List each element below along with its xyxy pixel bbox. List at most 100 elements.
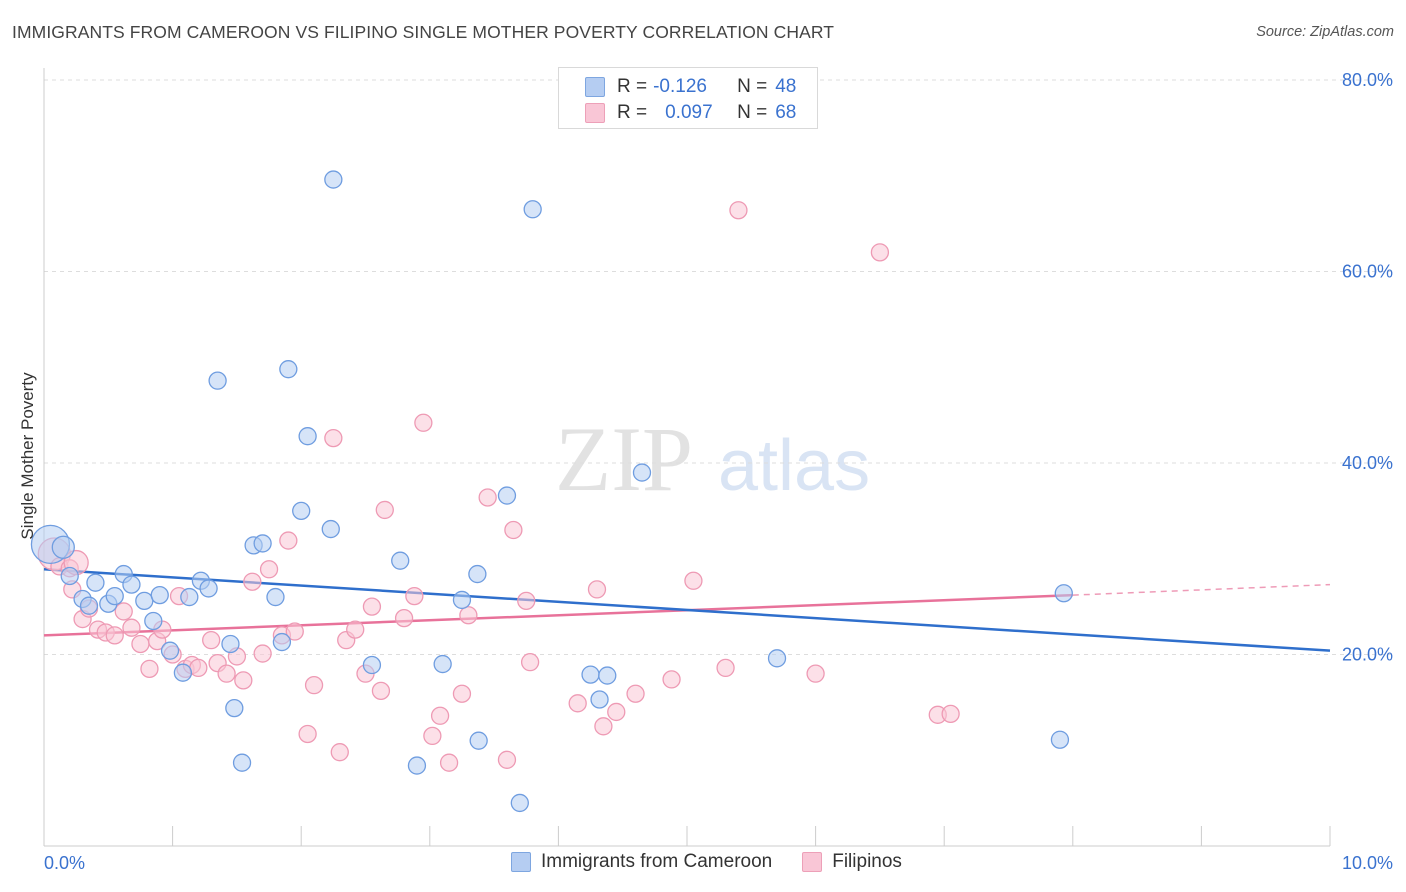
filipinos-point bbox=[478, 488, 497, 507]
cameroon-point bbox=[208, 371, 227, 390]
filipinos-point bbox=[114, 602, 133, 621]
filipinos-point bbox=[430, 706, 450, 725]
chart-title: IMMIGRANTS FROM CAMEROON VS FILIPINO SIN… bbox=[12, 22, 835, 42]
filipinos-point bbox=[202, 630, 221, 650]
filipinos-point bbox=[298, 724, 317, 744]
filipinos-point bbox=[452, 684, 472, 703]
cameroon-point bbox=[180, 587, 199, 607]
y-tick-label: 40.0% bbox=[1342, 453, 1393, 473]
filipinos-point bbox=[684, 571, 703, 590]
cameroon-point bbox=[160, 641, 180, 660]
legend-row-filipinos: R = 0.097 N = 68 bbox=[585, 101, 796, 125]
filipinos-point bbox=[729, 201, 748, 220]
filipinos-point bbox=[243, 572, 262, 591]
filipinos-point bbox=[375, 500, 394, 520]
filipinos-point bbox=[405, 586, 424, 606]
cameroon-point bbox=[362, 655, 382, 675]
legend-n-value: 48 bbox=[775, 76, 797, 97]
filipinos-point bbox=[504, 520, 523, 540]
cameroon-point bbox=[590, 690, 609, 709]
filipinos-point bbox=[497, 750, 517, 769]
cameroon-point bbox=[144, 611, 163, 631]
legend-n-value: 68 bbox=[775, 102, 797, 123]
cameroon-point bbox=[632, 463, 652, 482]
cameroon-point bbox=[279, 360, 298, 379]
filipinos-point bbox=[587, 580, 607, 599]
x-tick-label: 10.0% bbox=[1342, 853, 1393, 873]
filipinos-point bbox=[626, 684, 645, 703]
legend-row-cameroon: R = -0.126 N = 48 bbox=[585, 75, 796, 99]
filipinos-point bbox=[394, 608, 414, 628]
y-tick-label: 60.0% bbox=[1342, 262, 1393, 282]
filipinos-point bbox=[662, 670, 681, 689]
filipinos-point bbox=[122, 618, 141, 637]
cameroon-point bbox=[253, 534, 272, 553]
cameroon-point bbox=[581, 665, 600, 684]
cameroon-point bbox=[173, 663, 193, 682]
filipinos-trend-line bbox=[43, 593, 1073, 637]
series-legend: Immigrants from Cameroon Filipinos bbox=[511, 851, 932, 873]
filipinos-point bbox=[285, 622, 304, 641]
series-swatch-blue bbox=[511, 852, 531, 872]
cameroon-point bbox=[497, 486, 517, 505]
filipinos-point bbox=[520, 653, 540, 672]
y-axis-label: Single Mother Poverty bbox=[18, 372, 37, 540]
cameroon-point bbox=[1050, 730, 1070, 749]
legend-r-label: R = bbox=[617, 102, 648, 123]
cameroon-point bbox=[452, 590, 472, 610]
filipinos-point bbox=[279, 531, 298, 550]
series-legend-cameroon: Immigrants from Cameroon bbox=[511, 851, 772, 873]
filipinos-point bbox=[594, 717, 613, 736]
series-legend-label: Filipinos bbox=[832, 851, 902, 872]
filipinos-point bbox=[439, 753, 459, 772]
cameroon-point bbox=[135, 591, 154, 611]
filipinos-point bbox=[131, 634, 150, 654]
legend-swatch-pink bbox=[585, 103, 605, 123]
tick-labels: 20.0% 40.0% 60.0% 80.0% 0.0% 10.0% bbox=[44, 70, 1393, 873]
cameroon-point bbox=[221, 634, 240, 654]
chart-source: Source: ZipAtlas.com bbox=[1256, 24, 1394, 40]
cameroon-point bbox=[51, 535, 75, 559]
cameroon-point bbox=[324, 170, 343, 189]
cameroon-point bbox=[232, 753, 252, 772]
cameroon-point bbox=[199, 579, 218, 598]
correlation-legend: R = -0.126 N = 48 R = 0.097 N = 68 bbox=[558, 67, 818, 129]
cameroon-point bbox=[469, 731, 488, 750]
cameroon-point bbox=[468, 564, 487, 584]
legend-r-value: 0.097 bbox=[665, 102, 713, 123]
cameroon-point bbox=[767, 649, 787, 668]
cameroon-point bbox=[510, 793, 529, 813]
filipinos-point bbox=[459, 606, 478, 625]
legend-n-label: N = bbox=[737, 76, 768, 97]
cameroon-point bbox=[266, 587, 285, 607]
legend-r-label: R = bbox=[617, 76, 648, 97]
cameroon-point bbox=[321, 519, 340, 539]
legend-n-label: N = bbox=[737, 102, 768, 123]
legend-swatch-blue bbox=[585, 77, 605, 97]
watermark: ZIP atlas bbox=[555, 408, 870, 510]
filipinos-point bbox=[941, 704, 960, 724]
filipinos-point bbox=[253, 644, 272, 663]
series-legend-label: Immigrants from Cameroon bbox=[541, 851, 773, 872]
cameroon-point bbox=[122, 575, 141, 594]
filipinos-point bbox=[423, 726, 442, 746]
filipinos-point bbox=[105, 626, 124, 645]
y-tick-label: 20.0% bbox=[1342, 645, 1393, 665]
axes bbox=[43, 68, 1331, 847]
filipinos-point bbox=[346, 620, 365, 639]
filipinos-point bbox=[362, 597, 382, 616]
filipinos-point bbox=[806, 664, 825, 683]
filipinos-point bbox=[259, 560, 279, 579]
filipinos-point bbox=[217, 664, 236, 683]
gridlines bbox=[44, 79, 1392, 655]
cameroon-point bbox=[292, 501, 311, 521]
cameroon-point bbox=[598, 666, 617, 685]
filipinos-point bbox=[189, 658, 208, 678]
cameroon-point bbox=[150, 585, 169, 605]
filipinos-point bbox=[716, 658, 735, 678]
cameroon-point bbox=[105, 586, 124, 606]
cameroon-point bbox=[298, 427, 317, 446]
cameroon-point bbox=[1054, 584, 1073, 603]
series-legend-filipinos: Filipinos bbox=[802, 851, 902, 873]
